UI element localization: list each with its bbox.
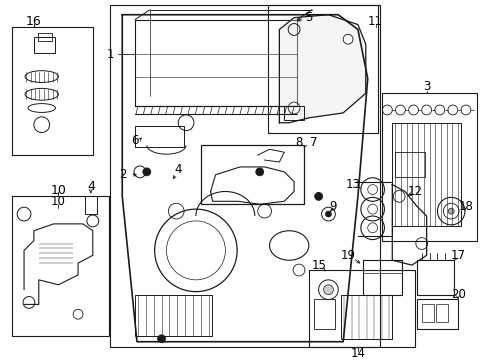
- Text: 10: 10: [50, 184, 66, 197]
- Bar: [394, 152, 424, 177]
- Bar: [416, 300, 457, 329]
- Bar: [436, 305, 447, 322]
- Text: 15: 15: [310, 258, 325, 272]
- Bar: [416, 260, 453, 294]
- Text: 17: 17: [449, 249, 465, 262]
- Text: 5: 5: [305, 11, 312, 24]
- Circle shape: [323, 285, 333, 294]
- Text: 18: 18: [458, 200, 472, 213]
- Text: 7: 7: [309, 136, 317, 149]
- Bar: [382, 93, 476, 240]
- Text: 8: 8: [295, 136, 302, 149]
- Bar: [85, 197, 97, 214]
- Text: 11: 11: [367, 15, 382, 28]
- Text: 2: 2: [119, 168, 127, 181]
- Circle shape: [447, 208, 453, 214]
- Bar: [313, 300, 335, 329]
- Bar: [201, 145, 303, 204]
- Bar: [308, 270, 414, 347]
- Bar: [135, 294, 211, 336]
- Bar: [391, 123, 460, 226]
- Circle shape: [142, 168, 150, 176]
- Text: 14: 14: [350, 347, 365, 360]
- Bar: [267, 5, 377, 132]
- Circle shape: [157, 335, 165, 343]
- Bar: [421, 305, 433, 322]
- Bar: [284, 106, 303, 120]
- Text: 13: 13: [345, 178, 360, 191]
- Bar: [12, 27, 93, 155]
- Bar: [34, 37, 55, 53]
- Circle shape: [314, 193, 322, 200]
- Text: 10: 10: [51, 195, 66, 208]
- Bar: [110, 5, 380, 347]
- Text: 6: 6: [131, 134, 139, 147]
- Bar: [135, 20, 296, 106]
- Text: 1: 1: [106, 48, 114, 60]
- Circle shape: [255, 168, 263, 176]
- Text: 4: 4: [87, 180, 95, 193]
- Text: 19: 19: [340, 249, 355, 262]
- Text: 12: 12: [407, 185, 422, 198]
- Text: 16: 16: [26, 15, 41, 28]
- Text: 4: 4: [174, 163, 182, 176]
- Polygon shape: [279, 15, 365, 123]
- Text: 20: 20: [450, 288, 465, 301]
- Circle shape: [325, 211, 331, 217]
- Bar: [12, 197, 108, 336]
- Text: 3: 3: [422, 80, 429, 93]
- Bar: [135, 126, 184, 147]
- Text: 9: 9: [329, 200, 336, 213]
- Bar: [38, 33, 51, 41]
- Bar: [362, 260, 401, 294]
- Bar: [341, 294, 391, 339]
